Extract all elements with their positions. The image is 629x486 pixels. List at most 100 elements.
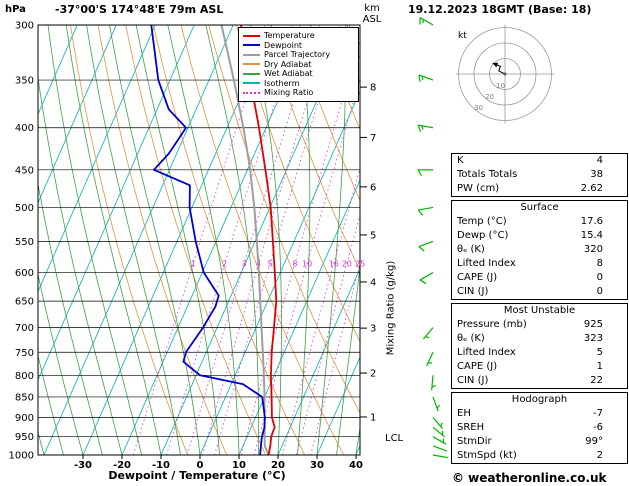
stats-row: StmDir 99° [452,435,627,449]
svg-text:5: 5 [370,230,376,241]
svg-text:-30: -30 [74,460,92,471]
stat-value: 17.6 [580,216,603,227]
legend-line-swatch [243,34,260,37]
legend-item-label: Wet Adiabat [264,69,313,79]
svg-text:1: 1 [191,260,196,269]
legend-item: Wet Adiabat [241,69,356,79]
stat-value: 5 [596,347,603,358]
legend-item: Parcel Trajectory [241,50,356,60]
km-axis-title-line2: ASL [362,14,382,25]
svg-text:-20: -20 [113,460,131,471]
stats-table: Most Unstable Pressure (mb) 925 θₑ (K) 323 Li… [451,303,628,389]
svg-text:-10: -10 [152,460,170,471]
svg-text:950: 950 [15,432,34,443]
svg-text:8: 8 [370,83,376,94]
stat-label: θₑ (K) [457,244,485,255]
svg-text:750: 750 [15,348,34,359]
stat-value: 323 [583,333,603,344]
stats-row: CIN (J) 22 [452,374,627,388]
stat-label: Pressure (mb) [457,319,527,330]
stats-row: StmSpd (kt) 2 [452,449,627,463]
stats-row: Temp (°C) 17.6 [452,215,627,229]
stats-row: Lifted Index 5 [452,346,627,360]
stats-row: CAPE (J) 1 [452,360,627,374]
svg-text:800: 800 [15,371,34,382]
stat-value: -6 [593,422,603,433]
svg-text:30: 30 [310,460,324,471]
legend-item: Dewpoint [241,41,356,51]
stats-table: K 4 Totals Totals 38 PW (cm) 2.62 [451,153,628,197]
stat-label: Lifted Index [457,258,516,269]
svg-text:850: 850 [15,392,34,403]
legend-item-label: Dewpoint [264,40,303,50]
km-axis-title-line1: km [364,3,380,14]
legend-item: Temperature [241,31,356,41]
stats-table: Hodograph EH -7 SREH -6 StmDir 99° StmSpd (kt) 2 [451,392,628,464]
stats-row: SREH -6 [452,421,627,435]
svg-text:6: 6 [370,182,376,193]
temperature-curve [240,25,278,455]
stats-row: EH -7 [452,407,627,421]
stats-row: Dewp (°C) 15.4 [452,229,627,243]
mixing-ratio-labels: 1 2 3 4 5 8 10 16 20 25 [191,260,366,269]
legend-line-swatch [243,63,260,66]
legend-line-swatch [243,82,260,85]
temp-axis-title: Dewpoint / Temperature (°C) [108,469,286,482]
svg-text:8: 8 [292,260,297,269]
svg-text:30: 30 [474,104,483,112]
stat-label: K [457,155,464,166]
stat-value: -7 [593,408,603,419]
stats-row: Lifted Index 8 [452,257,627,271]
stat-label: Temp (°C) [457,216,507,227]
svg-text:2: 2 [222,260,227,269]
stat-value: 15.4 [580,230,603,241]
hodograph-origin-dot [503,72,507,76]
dewpoint-curve [150,25,266,455]
legend-item-label: Temperature [264,31,315,41]
stat-label: θₑ (K) [457,333,485,344]
svg-text:20: 20 [271,460,285,471]
copyright-link[interactable]: © weatheronline.co.uk [452,471,607,485]
stats-row: Pressure (mb) 925 [452,318,627,332]
lcl-label: LCL [385,433,404,444]
stat-label: Lifted Index [457,347,516,358]
mixing-ratio-axis-title: Mixing Ratio (g/kg) [385,260,397,356]
svg-text:450: 450 [15,165,34,176]
legend-item: Dry Adiabat [241,60,356,70]
stat-label: SREH [457,422,485,433]
pressure-unit-label: hPa [5,4,26,15]
stat-value: 0 [596,272,603,283]
stats-table-title: Surface [520,202,559,213]
stats-tables: K 4 Totals Totals 38 PW (cm) 2.62 Surface Temp … [451,153,628,467]
stats-table-title: Most Unstable [503,305,576,316]
plot-frame [37,24,361,456]
stat-value: 22 [590,375,603,386]
stat-label: Totals Totals [457,169,518,180]
stat-value: 2 [596,450,603,461]
svg-text:1: 1 [370,412,376,423]
legend-item: Isotherm [241,79,356,89]
svg-text:500: 500 [15,203,34,214]
stat-value: 1 [596,361,603,372]
legend-line-swatch [243,53,260,56]
station-title: -37°00'S 174°48'E 79m ASL [55,3,224,16]
svg-text:550: 550 [15,237,34,248]
pressure-axis-labels: 300 350 400 450 500 550 600 650 700 750 800 850 900 9… [9,21,34,462]
run-datetime: 19.12.2023 18GMT (Base: 18) [408,3,592,16]
svg-text:20: 20 [342,260,352,269]
svg-text:400: 400 [15,123,34,134]
stat-value: 38 [590,169,603,180]
legend-line-swatch [243,44,260,47]
svg-text:900: 900 [15,413,34,424]
legend-line-swatch [243,72,260,75]
km-axis: 1 2 3 4 5 6 7 8 [360,83,376,423]
legend-item-label: Dry Adiabat [264,59,312,69]
svg-text:1000: 1000 [9,451,34,462]
stat-value: 99° [585,436,603,447]
stat-value: 2.62 [580,183,603,194]
svg-text:10: 10 [302,260,312,269]
stats-row: CAPE (J) 0 [452,271,627,285]
stats-row: CIN (J) 0 [452,285,627,299]
